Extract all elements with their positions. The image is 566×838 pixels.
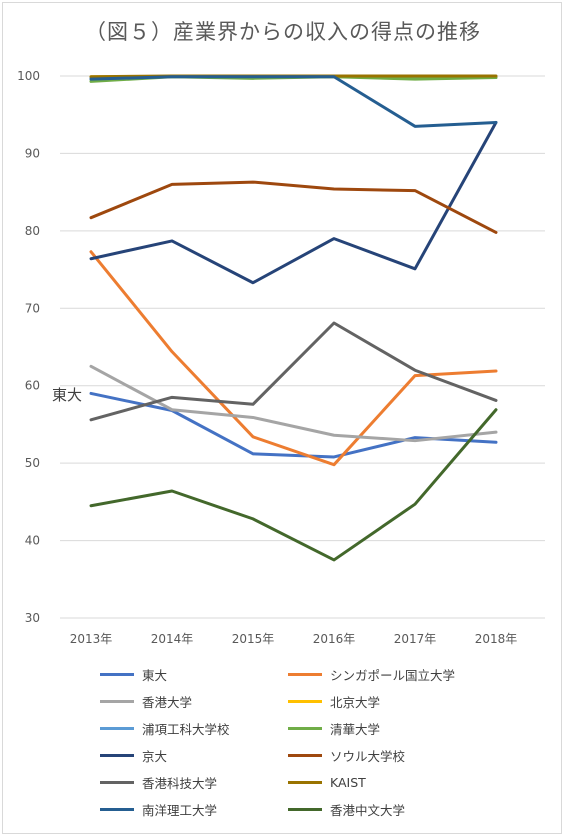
legend-label: シンガポール国立大学 xyxy=(330,667,456,683)
legend-swatch xyxy=(288,807,322,811)
x-tick-label: 2018年 xyxy=(475,632,518,646)
legend-item: 京大 xyxy=(100,745,167,765)
legend-item: 南洋理工大学 xyxy=(100,799,217,819)
x-tick-label: 2014年 xyxy=(151,632,194,646)
legend-label: 東大 xyxy=(142,667,168,683)
legend-swatch xyxy=(100,672,134,676)
x-tick-label: 2013年 xyxy=(70,632,113,646)
y-axis-ticks: 30 40 50 60 70 80 90 100 xyxy=(17,69,40,625)
y-tick-label: 30 xyxy=(25,611,40,625)
y-tick-label: 100 xyxy=(17,69,40,83)
y-tick-label: 70 xyxy=(25,301,40,315)
gridlines xyxy=(60,75,545,619)
x-axis-ticks: 2013年 2014年 2015年 2016年 2017年 2018年 xyxy=(70,632,518,646)
annotation-label: 東大 xyxy=(52,386,82,404)
chart-title: （図５）産業界からの収入の得点の推移 xyxy=(85,20,481,44)
legend-swatch xyxy=(288,672,322,676)
legend-label: 清華大学 xyxy=(330,721,381,737)
legend-label: 南洋理工大学 xyxy=(142,802,218,818)
legend-label: 浦項工科大学校 xyxy=(142,721,230,737)
series-line-11 xyxy=(89,408,498,562)
legend-label: ソウル大学校 xyxy=(330,748,406,764)
legend-swatch xyxy=(100,726,134,730)
legend-item: ソウル大学校 xyxy=(288,745,405,765)
legend-swatch xyxy=(100,780,134,784)
legend-label: 香港中文大学 xyxy=(330,802,406,818)
legend-item: 香港大学 xyxy=(100,691,192,711)
legend-item: 香港科技大学 xyxy=(100,772,217,792)
x-tick-label: 2017年 xyxy=(394,632,437,646)
series-line-6 xyxy=(89,120,498,285)
legend-swatch xyxy=(100,699,134,703)
legend-swatch xyxy=(288,780,322,784)
series-line-10 xyxy=(89,75,498,128)
legend-item: 東大 xyxy=(100,664,167,684)
legend-item: 香港中文大学 xyxy=(288,799,405,819)
y-tick-label: 50 xyxy=(25,456,40,470)
legend-swatch xyxy=(100,807,134,811)
legend-item: 清華大学 xyxy=(288,718,380,738)
series-lines xyxy=(89,74,498,562)
y-tick-label: 90 xyxy=(25,146,40,160)
legend-label: 北京大学 xyxy=(330,694,381,710)
series-line-7 xyxy=(89,180,498,234)
legend-label: 香港科技大学 xyxy=(142,775,218,791)
legend-label: 香港大学 xyxy=(142,694,193,710)
series-line-1 xyxy=(89,250,498,467)
legend-label: KAIST xyxy=(330,774,366,790)
legend-swatch xyxy=(288,699,322,703)
x-tick-label: 2015年 xyxy=(232,632,275,646)
y-tick-label: 40 xyxy=(25,534,40,548)
y-tick-label: 60 xyxy=(25,379,40,393)
legend-item: 浦項工科大学校 xyxy=(100,718,230,738)
legend-swatch xyxy=(100,753,134,757)
legend-item: シンガポール国立大学 xyxy=(288,664,455,684)
legend-item: KAIST xyxy=(288,772,366,792)
legend-swatch xyxy=(288,726,322,730)
legend-swatch xyxy=(288,753,322,757)
legend-item: 北京大学 xyxy=(288,691,380,711)
legend-label: 京大 xyxy=(142,748,168,764)
legend: 東大 シンガポール国立大学 香港大学 北京大学 浦項工科大学校 清華大学 京大 ソウル大学校香… xyxy=(0,660,566,830)
y-tick-label: 80 xyxy=(25,224,40,238)
series-line-8 xyxy=(89,321,498,422)
x-tick-label: 2016年 xyxy=(313,632,356,646)
